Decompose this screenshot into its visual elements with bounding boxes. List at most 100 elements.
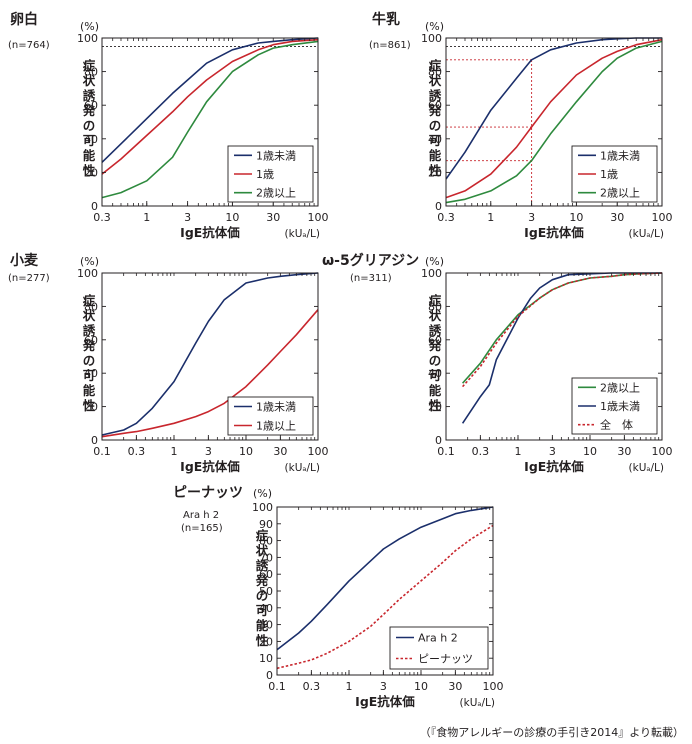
series-line-2: [101, 40, 319, 199]
y-tick-label: 80: [428, 300, 442, 313]
x-axis-label: IgE抗体価: [524, 225, 584, 240]
x-tick-label: 30: [266, 211, 280, 224]
plot-frame: [101, 37, 319, 207]
chart-panel-4: 0 10 20 30 40 50 60 70 80 90 100 0.1 0.3 1 3 10 30 100 IgE…: [173, 485, 504, 709]
y-tick-label: 0: [266, 669, 273, 682]
legend-label: 2歳以上: [600, 187, 640, 200]
y-tick-label: 60: [259, 568, 273, 581]
y-axis-label: 症状誘発の可能性: [428, 58, 442, 178]
series-line-1: [445, 38, 663, 199]
legend-label: 1歳: [600, 168, 618, 181]
y-axis-label: 症状誘発の可能性: [82, 293, 96, 413]
legend-label: ピーナッツ: [418, 653, 473, 666]
legend-label: 1歳未満: [256, 401, 296, 414]
y-axis-unit: (%): [80, 20, 99, 33]
y-tick-label: 100: [77, 32, 98, 45]
series-line-2: [462, 272, 663, 388]
legend-label: 1歳未満: [256, 149, 296, 162]
x-tick-label: 100: [308, 445, 329, 458]
y-tick-label: 100: [421, 267, 442, 280]
series-line-2: [445, 40, 663, 204]
x-axis-unit: (kUₐ/L): [285, 228, 320, 240]
y-tick-label: 40: [84, 133, 98, 146]
legend-label: Ara h 2: [418, 632, 458, 645]
x-axis-label: IgE抗体価: [524, 459, 584, 474]
source-credit: （『食物アレルギーの診療の手引き2014』より転載）: [419, 726, 684, 739]
x-axis-unit: (kUₐ/L): [285, 462, 320, 474]
x-tick-label: 10: [225, 211, 239, 224]
chart-title: 牛乳: [372, 11, 400, 28]
x-tick-label: 1: [515, 445, 522, 458]
x-tick-label: 100: [652, 445, 673, 458]
y-tick-label: 50: [259, 585, 273, 598]
series-line-1: [276, 524, 494, 670]
chart-title: ピーナッツ: [173, 485, 243, 501]
x-tick-label: 100: [652, 211, 673, 224]
x-tick-label: 30: [617, 445, 631, 458]
series-line-1: [101, 309, 319, 438]
series-line-0: [462, 272, 663, 384]
y-tick-label: 0: [91, 434, 98, 447]
x-tick-label: 3: [205, 445, 212, 458]
x-tick-label: 10: [414, 680, 428, 693]
y-tick-label: 100: [421, 32, 442, 45]
y-tick-label: 20: [259, 635, 273, 648]
y-tick-label: 20: [84, 401, 98, 414]
x-tick-label: 30: [448, 680, 462, 693]
y-tick-label: 60: [428, 334, 442, 347]
y-tick-label: 60: [428, 99, 442, 112]
y-tick-label: 20: [428, 166, 442, 179]
legend-label: 1歳未満: [600, 400, 640, 413]
plot-frame: [101, 272, 319, 441]
y-tick-label: 0: [435, 434, 442, 447]
y-tick-label: 90: [259, 518, 273, 531]
series-line-0: [101, 37, 319, 163]
y-tick-label: 80: [84, 300, 98, 313]
legend-label: 2歳以上: [600, 381, 640, 394]
x-tick-label: 0.3: [472, 445, 490, 458]
y-tick-label: 60: [84, 99, 98, 112]
chart-subtitle: (n=277): [8, 273, 50, 284]
chart-subtitle: (n=311): [350, 273, 392, 284]
legend-label: 1歳未満: [600, 149, 640, 162]
y-tick-label: 40: [428, 133, 442, 146]
chart-panel-3: 0 20 40 60 80 100 0.1 0.3 1 3 10 30 100 IgE抗体価 (kUₐ/L)…: [322, 252, 673, 474]
y-tick-label: 40: [259, 602, 273, 615]
x-tick-label: 3: [549, 445, 556, 458]
x-tick-label: 3: [380, 680, 387, 693]
x-axis-label: IgE抗体価: [180, 225, 240, 240]
y-axis-unit: (%): [80, 255, 99, 268]
y-tick-label: 80: [428, 66, 442, 79]
x-axis-label: IgE抗体価: [180, 459, 240, 474]
legend-label: 1歳以上: [256, 420, 296, 433]
y-tick-label: 60: [84, 334, 98, 347]
legend: 1歳未満 1歳 2歳以上: [227, 145, 314, 203]
y-tick-label: 100: [252, 501, 273, 514]
x-tick-label: 30: [610, 211, 624, 224]
legend: 1歳未満 1歳 2歳以上: [571, 145, 658, 203]
x-tick-label: 1: [143, 211, 150, 224]
x-tick-label: 0.1: [93, 445, 111, 458]
chart-panel-0: 0 20 40 60 80 100 0.3 1 3 10 30 100 IgE抗体価 (kUₐ/L) (%)…: [8, 11, 329, 240]
y-tick-label: 80: [84, 66, 98, 79]
x-tick-label: 3: [184, 211, 191, 224]
x-tick-label: 0.3: [303, 680, 321, 693]
y-tick-label: 10: [259, 652, 273, 665]
y-tick-label: 70: [259, 551, 273, 564]
series-line-0: [276, 506, 494, 651]
y-tick-label: 40: [84, 367, 98, 380]
y-tick-label: 100: [77, 267, 98, 280]
x-tick-label: 3: [528, 211, 535, 224]
legend-label: 全 体: [600, 418, 633, 432]
x-tick-label: 0.1: [268, 680, 286, 693]
y-axis-unit: (%): [253, 487, 272, 500]
plot-frame: [445, 272, 663, 441]
x-tick-label: 0.3: [93, 211, 111, 224]
legend-label: 2歳以上: [256, 187, 296, 200]
x-axis-unit: (kUₐ/L): [629, 228, 664, 240]
x-tick-label: 1: [171, 445, 178, 458]
series-line-0: [445, 37, 662, 180]
x-tick-label: 10: [239, 445, 253, 458]
y-tick-label: 20: [84, 166, 98, 179]
chart-title: ω-5グリアジン: [322, 252, 419, 269]
